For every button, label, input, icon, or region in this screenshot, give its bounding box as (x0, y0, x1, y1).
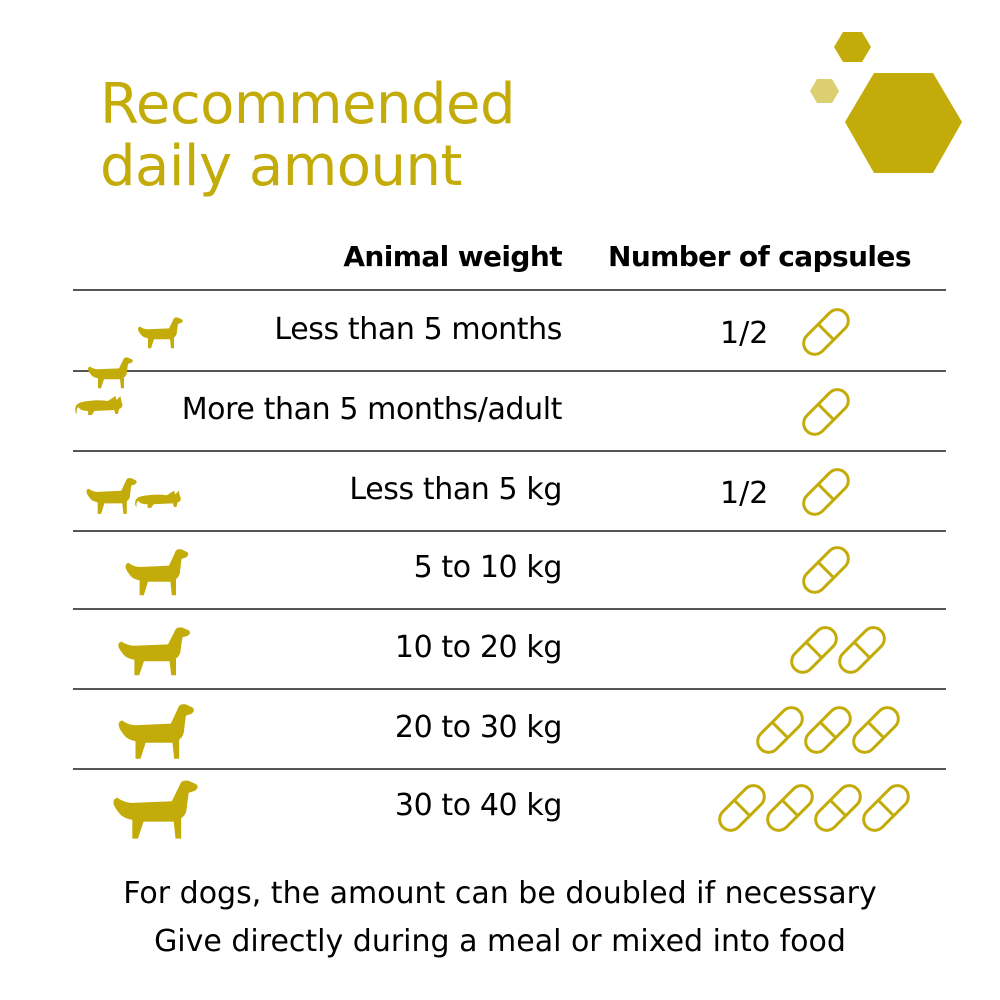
hexagon-large-icon (845, 73, 962, 173)
capsule-group (802, 546, 850, 594)
weight-label: Less than 5 months (274, 312, 562, 347)
puppy-icon (137, 317, 183, 349)
page-title: Recommended daily amount (100, 72, 516, 199)
capsule-group (802, 308, 850, 356)
dosage-row-5-10kg: 5 to 10 kg (0, 530, 1000, 610)
capsule-icon (766, 784, 814, 832)
dosage-row-20-30kg: 20 to 30 kg (0, 690, 1000, 770)
row-divider (73, 688, 946, 690)
capsule-group (802, 388, 850, 436)
dosage-row-10-20kg: 10 to 20 kg (0, 610, 1000, 690)
small-dog-icon (86, 477, 137, 514)
dosage-row-more-5-months: More than 5 months/adult (0, 357, 1000, 452)
column-header-weight: Animal weight (343, 240, 562, 273)
weight-label: Less than 5 kg (349, 472, 562, 507)
capsule-icon (790, 626, 838, 674)
footer-note-doubling: For dogs, the amount can be doubled if n… (123, 876, 877, 911)
capsule-group (790, 626, 886, 674)
weight-label: 5 to 10 kg (413, 550, 563, 585)
fraction-label: 1/2 (720, 316, 769, 351)
labrador-icon (118, 627, 191, 676)
row-divider (73, 450, 946, 452)
weight-label: 30 to 40 kg (394, 788, 562, 823)
hexagon-small-icon (834, 32, 871, 62)
dosage-row-less-5kg: Less than 5 kg 1/2 (0, 452, 1000, 532)
weight-label: More than 5 months/adult (181, 392, 563, 427)
capsule-group (718, 784, 910, 832)
dosage-row-less-5-months: Less than 5 months 1/2 (0, 292, 1000, 372)
weight-label: 20 to 30 kg (394, 710, 562, 745)
capsule-icon (802, 388, 850, 436)
row-divider (73, 370, 946, 372)
row-divider (73, 608, 946, 610)
capsule-icon (718, 784, 766, 832)
capsule-icon (802, 468, 850, 516)
title-line-2: daily amount (100, 134, 463, 199)
small-cat-icon (135, 490, 181, 508)
giant-dog-icon (113, 780, 198, 839)
dosage-row-30-40kg: 30 to 40 kg (0, 768, 1000, 846)
row-divider (73, 530, 946, 532)
footer-note-usage: Give directly during a meal or mixed int… (154, 924, 846, 959)
hexagon-decoration-icon (810, 32, 962, 173)
capsule-group (802, 468, 850, 516)
medium-dog-icon (125, 549, 189, 596)
large-dog-icon (118, 704, 194, 759)
weight-label: 10 to 20 kg (394, 630, 562, 665)
fraction-label: 1/2 (720, 476, 769, 511)
row-divider (73, 768, 946, 770)
capsule-icon (756, 706, 804, 754)
hexagon-light-icon (810, 79, 839, 103)
title-line-1: Recommended (100, 72, 516, 137)
capsule-icon (814, 784, 862, 832)
capsule-icon (804, 706, 852, 754)
header-divider (73, 289, 946, 291)
capsule-icon (852, 706, 900, 754)
cat-icon (75, 396, 123, 415)
capsule-icon (802, 546, 850, 594)
dog-icon (87, 357, 133, 389)
column-header-capsules: Number of capsules (608, 240, 911, 273)
capsule-icon (862, 784, 910, 832)
capsule-icon (802, 308, 850, 356)
capsule-group (756, 706, 900, 754)
capsule-icon (838, 626, 886, 674)
